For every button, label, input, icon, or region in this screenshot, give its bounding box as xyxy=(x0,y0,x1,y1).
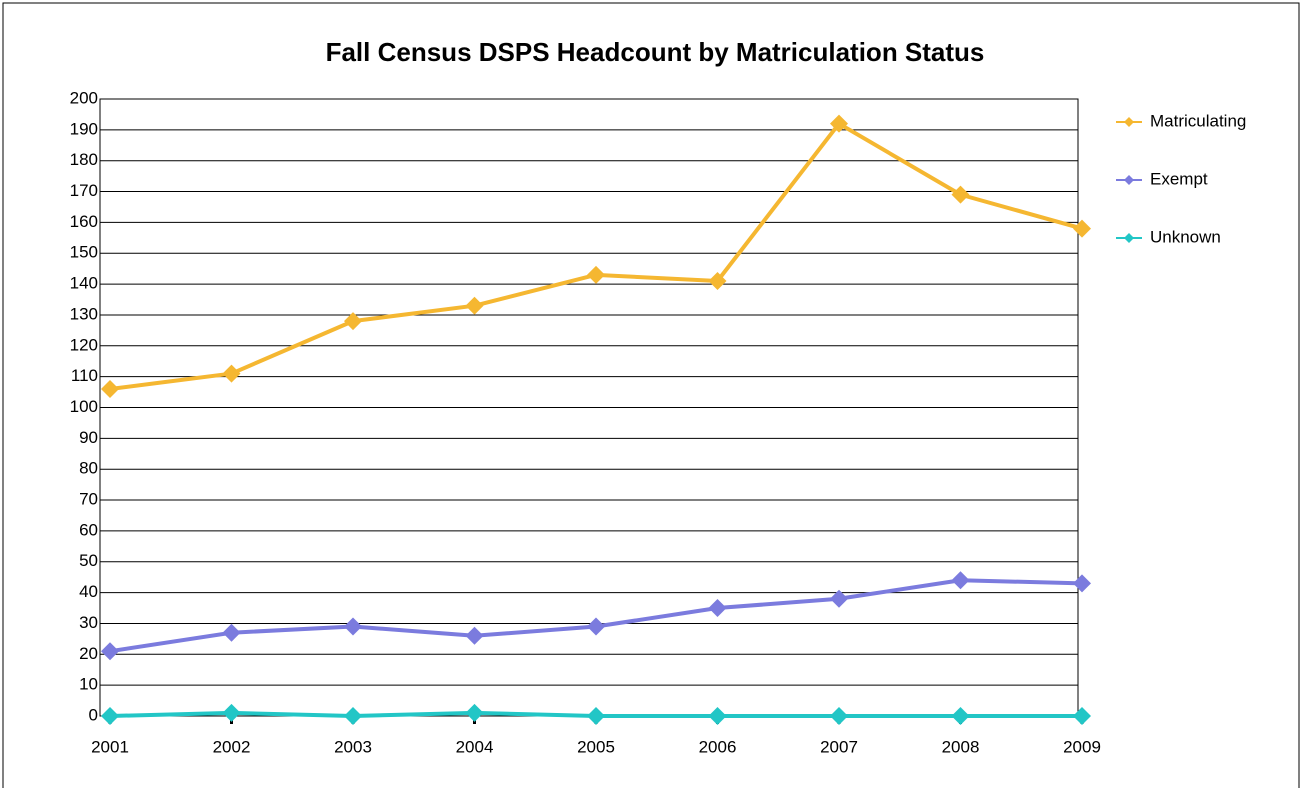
data-point xyxy=(101,379,119,398)
data-point xyxy=(587,617,605,636)
y-tick-label: 190 xyxy=(70,119,98,138)
y-tick-label: 0 xyxy=(89,705,98,724)
legend-marker xyxy=(1124,117,1134,127)
y-tick-label: 140 xyxy=(70,274,98,293)
y-tick-label: 150 xyxy=(70,243,98,262)
y-tick-label: 170 xyxy=(70,181,98,200)
y-tick-label: 200 xyxy=(70,88,98,107)
data-point xyxy=(465,296,484,315)
legend-label: Matriculating xyxy=(1150,111,1246,130)
y-tick-label: 160 xyxy=(70,212,98,231)
data-point xyxy=(830,114,848,133)
data-point xyxy=(1073,707,1091,725)
y-tick-label: 70 xyxy=(79,490,98,509)
data-point xyxy=(708,707,727,725)
data-point xyxy=(951,185,970,204)
data-point xyxy=(101,642,119,661)
data-point xyxy=(465,703,484,722)
y-tick-label: 180 xyxy=(70,150,98,169)
y-tick-label: 90 xyxy=(79,428,98,447)
data-point xyxy=(708,599,727,618)
data-point xyxy=(344,707,362,725)
y-tick-label: 60 xyxy=(79,520,98,539)
x-tick-label: 2004 xyxy=(456,737,494,756)
data-point xyxy=(830,707,848,725)
data-point xyxy=(708,272,727,291)
x-tick-label: 2001 xyxy=(91,737,129,756)
data-point xyxy=(1073,574,1091,593)
x-tick-label: 2007 xyxy=(820,737,858,756)
y-tick-label: 100 xyxy=(70,397,98,416)
data-point xyxy=(830,589,848,608)
x-tick-label: 2005 xyxy=(577,737,615,756)
data-point xyxy=(951,707,970,725)
data-point xyxy=(222,703,241,722)
data-point xyxy=(587,707,605,725)
y-tick-label: 80 xyxy=(79,459,98,478)
x-tick-label: 2008 xyxy=(942,737,980,756)
y-tick-label: 130 xyxy=(70,304,98,323)
y-tick-label: 20 xyxy=(79,644,98,663)
x-tick-label: 2003 xyxy=(334,737,372,756)
legend-marker xyxy=(1124,175,1134,185)
data-point xyxy=(222,364,241,383)
legend-marker xyxy=(1124,233,1134,243)
data-point xyxy=(465,626,484,645)
data-point xyxy=(951,571,970,590)
x-tick-label: 2006 xyxy=(699,737,737,756)
y-tick-label: 50 xyxy=(79,551,98,570)
data-point xyxy=(1073,219,1091,238)
chart-title: Fall Census DSPS Headcount by Matriculat… xyxy=(326,37,985,67)
data-point xyxy=(101,707,119,725)
data-point xyxy=(587,265,605,284)
y-tick-label: 110 xyxy=(71,366,98,385)
y-tick-label: 120 xyxy=(70,335,98,354)
y-tick-label: 40 xyxy=(79,582,98,601)
data-point xyxy=(344,617,362,636)
legend-label: Exempt xyxy=(1150,169,1208,188)
legend-label: Unknown xyxy=(1150,227,1221,246)
y-tick-label: 30 xyxy=(79,613,98,632)
data-point xyxy=(222,623,241,642)
data-point xyxy=(344,312,362,331)
x-tick-label: 2002 xyxy=(213,737,251,756)
x-tick-label: 2009 xyxy=(1063,737,1101,756)
y-tick-label: 10 xyxy=(79,675,98,694)
